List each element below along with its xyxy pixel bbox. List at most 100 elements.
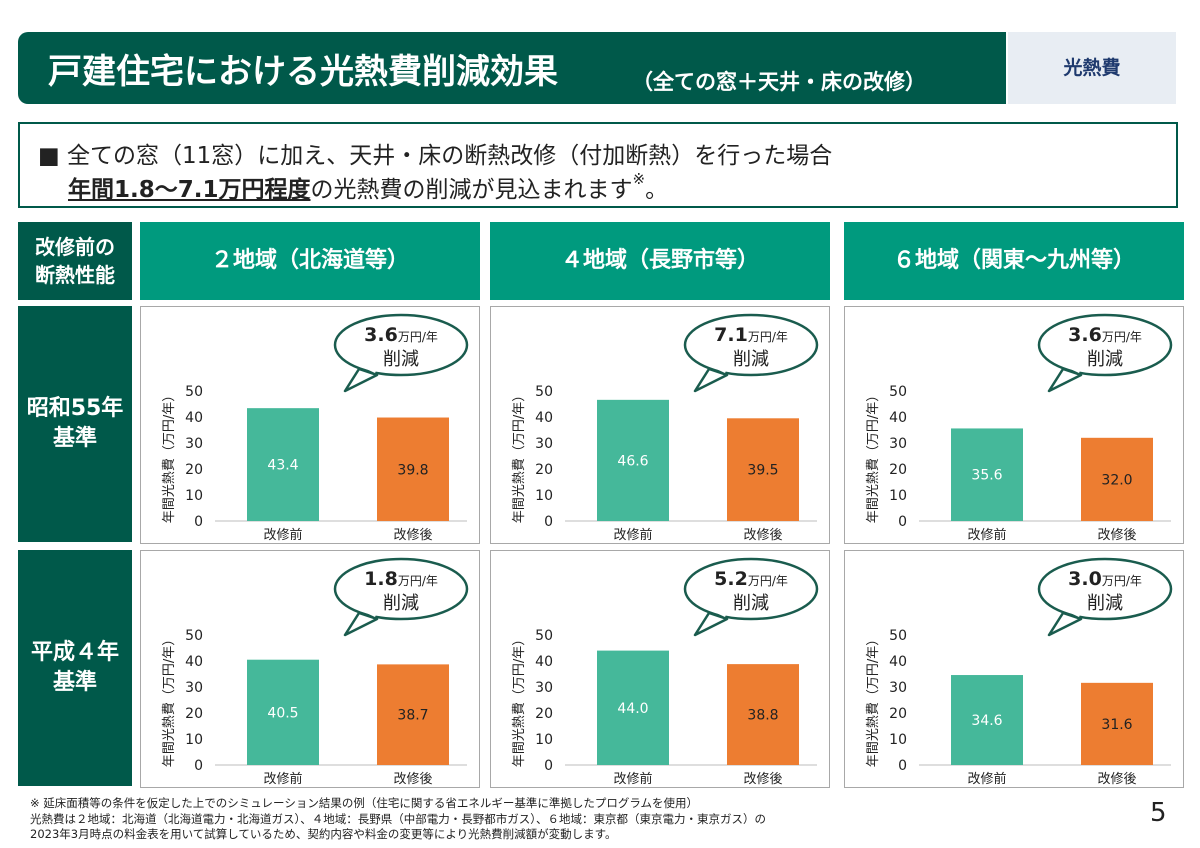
callout-unit: 万円/年 [748, 574, 788, 588]
x-tick-label: 改修前 [263, 527, 302, 543]
y-tick-label: 0 [898, 758, 907, 774]
y-tick-label: 0 [194, 758, 203, 774]
y-tick-label: 0 [194, 514, 203, 530]
reduction-callout: 5.2万円/年削減 [683, 557, 819, 637]
data-label: 44.0 [617, 701, 648, 717]
x-tick-label: 改修後 [743, 772, 782, 787]
callout-text: 削減 [383, 593, 419, 614]
bar-after [377, 417, 449, 521]
callout-joint [712, 363, 727, 373]
bar-chart-h4-region2: 年間光熱費（万円/年） 0 10 20 30 40 50 40.5 改修前 38.7 改修後 1.8万… [162, 557, 469, 787]
reduction-callout: 1.8万円/年削減 [333, 557, 469, 637]
y-axis-label: 年間光熱費（万円/年） [162, 633, 177, 767]
bar-after [1081, 682, 1153, 765]
callout-joint [712, 607, 727, 617]
callout-amount: 1.8万円/年 [364, 568, 438, 590]
intro-highlight: 年間1.8～7.1万円程度 [68, 177, 311, 203]
x-tick-label: 改修後 [1097, 528, 1136, 543]
bar-chart-h4-region6: 年間光熱費（万円/年） 0 10 20 30 40 50 34.6 改修前 31.6 改修後 3.0万… [866, 557, 1173, 787]
page-number: 5 [1150, 798, 1167, 828]
callout-text: 削減 [383, 349, 419, 370]
y-tick-label: 20 [889, 462, 907, 478]
bar-chart-h4-region4: 年間光熱費（万円/年） 0 10 20 30 40 50 44.0 改修前 38.8 改修後 5.2万… [512, 557, 819, 787]
y-tick-label: 10 [535, 732, 553, 748]
callout-unit: 万円/年 [398, 574, 438, 588]
y-tick-label: 20 [889, 706, 907, 722]
bar-after [1081, 437, 1153, 521]
data-label: 32.0 [1101, 472, 1132, 488]
x-tick-label: 改修前 [613, 771, 652, 787]
y-tick-label: 40 [185, 654, 203, 670]
chart-panel: 年間光熱費（万円/年） 0 10 20 30 40 50 43.4 改修前 39.8 改修後 3.6万… [140, 306, 480, 544]
y-tick-label: 40 [535, 410, 553, 426]
footnote: ※ 延床面積等の条件を仮定した上でのシミュレーション結果の例（住宅に関する省エネ… [30, 796, 766, 841]
data-label: 35.6 [971, 468, 1002, 484]
y-tick-label: 10 [185, 732, 203, 748]
callout-value: 1.8 [364, 568, 398, 590]
category-tag-box [1008, 32, 1176, 104]
x-tick-label: 改修前 [263, 771, 302, 787]
callout-unit: 万円/年 [1102, 330, 1142, 344]
data-label: 40.5 [267, 705, 298, 721]
y-tick-label: 20 [185, 462, 203, 478]
chart-panel: 年間光熱費（万円/年） 0 10 20 30 40 50 40.5 改修前 38.7 改修後 1.8万… [140, 550, 480, 788]
callout-text: 削減 [1087, 593, 1123, 614]
callout-bubble [1037, 313, 1173, 377]
x-tick-label: 改修後 [743, 528, 782, 543]
row-label-h4: 平成４年 基準 [18, 550, 132, 786]
intro-box [18, 122, 1178, 208]
callout-bubble [333, 313, 469, 377]
callout-joint [1066, 363, 1081, 373]
data-label: 38.8 [747, 708, 778, 724]
y-tick-label: 40 [889, 654, 907, 670]
callout-unit: 万円/年 [748, 330, 788, 344]
bar-before [247, 408, 319, 521]
y-tick-label: 0 [544, 514, 553, 530]
data-label: 39.5 [747, 463, 778, 479]
corner-label: 改修前の 断熱性能 [18, 222, 132, 300]
y-tick-label: 30 [535, 680, 553, 696]
y-axis-label: 年間光熱費（万円/年） [512, 389, 527, 523]
y-tick-label: 50 [185, 628, 203, 644]
row-label-s55: 昭和55年 基準 [18, 306, 132, 542]
intro-note-mark: ※ [632, 170, 646, 188]
callout-joint [362, 363, 377, 373]
callout-amount: 3.6万円/年 [364, 324, 438, 346]
y-axis-label: 年間光熱費（万円/年） [512, 633, 527, 767]
y-axis-label: 年間光熱費（万円/年） [866, 633, 881, 767]
title-bar [18, 32, 1006, 104]
x-tick-label: 改修前 [967, 771, 1006, 787]
y-tick-label: 0 [544, 758, 553, 774]
y-tick-label: 40 [889, 410, 907, 426]
callout-unit: 万円/年 [398, 330, 438, 344]
reduction-callout: 3.6万円/年削減 [333, 313, 469, 393]
intro-end: 。 [645, 177, 669, 203]
reduction-callout: 7.1万円/年削減 [683, 313, 819, 393]
callout-text: 削減 [733, 593, 769, 614]
y-tick-label: 0 [898, 514, 907, 530]
data-label: 43.4 [267, 458, 298, 474]
callout-joint [362, 607, 377, 617]
callout-amount: 3.0万円/年 [1068, 568, 1142, 590]
data-label: 34.6 [971, 713, 1002, 729]
x-tick-label: 改修後 [1097, 772, 1136, 787]
bar-after [727, 418, 799, 521]
callout-amount: 3.6万円/年 [1068, 324, 1142, 346]
page-title: 戸建住宅における光熱費削減効果 [48, 52, 558, 92]
callout-text: 削減 [1087, 349, 1123, 370]
bar-before [951, 675, 1023, 765]
x-tick-label: 改修後 [393, 528, 432, 543]
y-tick-label: 10 [889, 732, 907, 748]
callout-amount: 7.1万円/年 [714, 324, 788, 346]
x-tick-label: 改修前 [613, 527, 652, 543]
y-tick-label: 50 [535, 384, 553, 400]
x-tick-label: 改修後 [393, 772, 432, 787]
intro-line-2: 年間1.8～7.1万円程度の光熱費の削減が見込まれます※。 [68, 170, 668, 204]
data-label: 46.6 [617, 453, 648, 469]
y-tick-label: 30 [889, 436, 907, 452]
y-tick-label: 20 [535, 462, 553, 478]
callout-bubble [333, 557, 469, 621]
intro-text: の光熱費の削減が見込まれます [310, 177, 633, 203]
region-header-4: ４地域（長野市等） [490, 222, 830, 300]
callout-text: 削減 [733, 349, 769, 370]
